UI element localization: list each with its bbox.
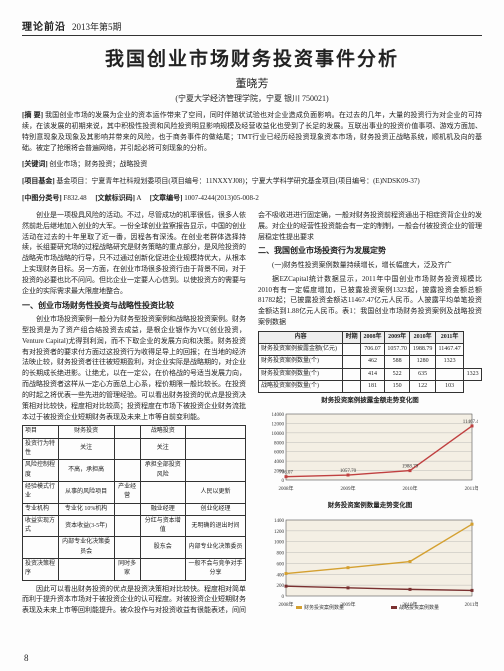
chart-amount-trend: 财务投资案例披露金额走势变化图 020004000600080001000012…: [258, 396, 482, 498]
svg-text:2009年: 2009年: [340, 485, 355, 492]
svg-text:1057.70: 1057.70: [340, 469, 357, 474]
para: (一)财务性投资案例数量持续增长，增长幅度大，泛及齐广: [258, 260, 482, 271]
svg-text:400: 400: [277, 573, 285, 578]
docid-value: A: [136, 194, 141, 202]
svg-text:2011年: 2011年: [465, 485, 478, 492]
svg-text:1200: 1200: [274, 529, 285, 534]
svg-text:600: 600: [277, 562, 285, 567]
svg-text:12000: 12000: [272, 423, 285, 428]
docid-label: [文献标识码]: [95, 194, 135, 202]
svg-text:2008年: 2008年: [278, 485, 293, 492]
svg-text:战略投资案例数量: 战略投资案例数量: [399, 604, 439, 611]
svg-text:706.07: 706.07: [279, 471, 293, 476]
abstract-block: [摘 要] 我国创业市场的发展为企业的资本运作带来了空间，同时伴随状试验也对企业…: [22, 110, 482, 153]
body-columns: 创业是一项极具风险的活动。不过，尽管成功的机率很低，很多人依然前赴后继地加入创业…: [22, 210, 482, 616]
svg-text:6000: 6000: [274, 451, 285, 456]
section-heading: 一、创业市场财务性投资与战略性投资比较: [22, 300, 246, 312]
page: 理论前沿 2013年第5期 我国创业市场财务投资事件分析 董晓芳 (宁夏大学经济…: [0, 0, 504, 671]
chart-title: 财务投资案例披露金额走势变化图: [258, 396, 482, 406]
running-header: 理论前沿 2013年第5期: [22, 18, 482, 36]
fund-text: 基金项目：宁夏青年社科规划委项目(项目编号：11NXXYJ08)；宁夏大学科学研…: [56, 177, 419, 185]
fund-block: [项目基金] 基金项目：宁夏青年社科规划委项目(项目编号：11NXXYJ08)；…: [22, 176, 482, 187]
section-heading: 二、我国创业市场投资行为发展定势: [258, 245, 482, 257]
svg-text:8000: 8000: [274, 442, 285, 447]
svg-text:1400: 1400: [274, 519, 285, 524]
para: 创业是一项极具风险的活动。不过，尽管成功的机率很低，很多人依然前赴后继地加入创业…: [22, 210, 246, 297]
chart-count-trend: 财务投资案例数量走势变化图 0 200 400 600 800 1000 1200 1400 2…: [258, 501, 482, 613]
svg-text:4000: 4000: [274, 461, 285, 466]
clc-value: F832.48: [63, 194, 86, 202]
keywords-text: 创业市场；财务投资；战略投资: [49, 160, 147, 168]
svg-text:2010年: 2010年: [402, 485, 417, 492]
svg-text:0: 0: [282, 595, 285, 600]
fund-label: [项目基金]: [22, 177, 55, 185]
clc-label: [中图分类号]: [22, 194, 62, 202]
journal-name: 理论前沿: [22, 18, 66, 33]
chart-title: 财务投资案例数量走势变化图: [258, 501, 482, 511]
svg-text:800: 800: [277, 551, 285, 556]
classification-line: [中图分类号] F832.48 [文献标识码] A [文章编号] 1007-42…: [22, 193, 482, 204]
abstract-text: 我国创业市场的发展为企业的资本运作带来了空间，同时伴随状试验也对企业造成负面影响…: [22, 111, 482, 152]
svg-text:10000: 10000: [272, 432, 285, 437]
abstract-label: [摘 要]: [22, 111, 43, 119]
article-title: 我国创业市场财务投资事件分析: [22, 44, 482, 71]
data-table: 内容时期2008年2009年2010年2011年财务投资案例披露金额(亿元)70…: [258, 331, 482, 393]
page-number: 8: [24, 653, 29, 663]
issue-info: 2013年第5期: [72, 20, 122, 33]
svg-text:财务投资案例数量: 财务投资案例数量: [304, 604, 344, 611]
para: 据EZCapital统计数据显示，2011年中国创业市场财务投资规模比2010有…: [258, 274, 482, 328]
para: 创业市场投资案例一般分为财务型投资案例和战略投投资案例。财务型投资是为了资产组合…: [22, 314, 246, 422]
author: 董晓芳: [22, 75, 482, 91]
comparison-table: 项目财务投资战略投资投资行为特性关注关注风险控制程度不高，承担高承担全部投资风险…: [22, 425, 246, 580]
line-chart-svg: 020004000600080001000012000140002008年200…: [258, 408, 478, 498]
line-chart-svg: 02004006008001000120014002008年2009年2010年…: [258, 514, 478, 614]
svg-text:1988.79: 1988.79: [402, 465, 419, 470]
svg-text:200: 200: [277, 584, 285, 589]
svg-text:14000: 14000: [272, 413, 285, 418]
artno-label: [文章编号]: [150, 194, 183, 202]
keywords-block: [关键词] 创业市场；财务投资；战略投资: [22, 159, 482, 170]
keywords-label: [关键词]: [22, 160, 48, 168]
artno-value: 1007-4244(2013)05-008-2: [184, 194, 259, 202]
svg-text:2008年: 2008年: [278, 601, 293, 608]
svg-text:2011年: 2011年: [465, 601, 478, 608]
svg-text:11467.47: 11467.47: [463, 420, 478, 425]
affiliation: (宁夏大学经济管理学院，宁夏 银川 750021): [22, 93, 482, 104]
svg-text:0: 0: [282, 479, 285, 484]
svg-text:1000: 1000: [274, 540, 285, 545]
